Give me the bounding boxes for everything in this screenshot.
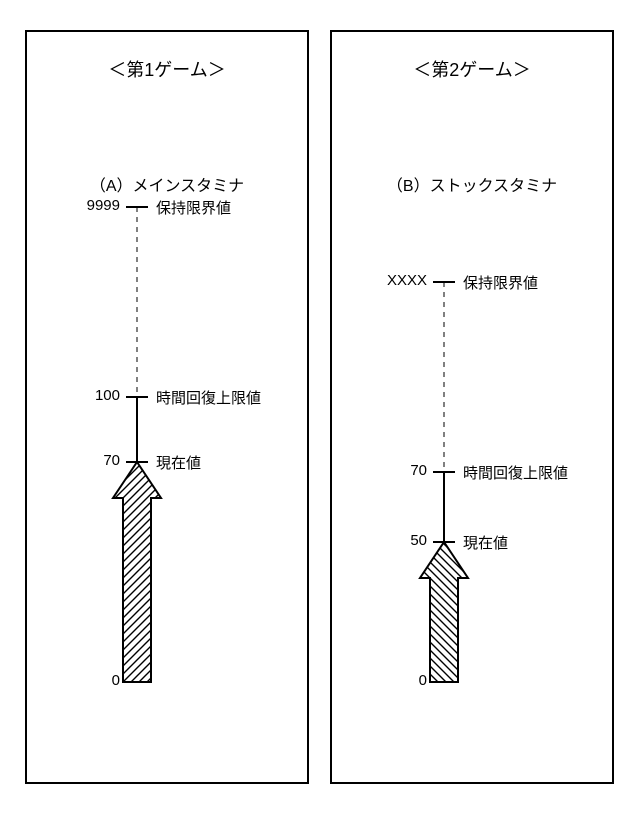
axis-value-max: 9999 <box>87 197 120 214</box>
axis-value-recover: 70 <box>410 462 427 479</box>
stamina-arrow-icon <box>418 542 470 684</box>
axis-segment-solid <box>443 472 445 542</box>
panel2-axis: XXXX保持限界値70時間回復上限値50現在値0 <box>332 32 612 782</box>
axis-tick-max <box>126 206 148 208</box>
axis-label-max: 保持限界値 <box>463 272 538 293</box>
panel1-axis: 9999保持限界値100時間回復上限値70現在値0 <box>27 32 307 782</box>
axis-value-max: XXXX <box>387 272 427 289</box>
axis-label-max: 保持限界値 <box>156 197 231 218</box>
axis-label-recover: 時間回復上限値 <box>463 462 568 483</box>
axis-value-recover: 100 <box>95 387 120 404</box>
axis-tick-recover <box>433 471 455 473</box>
axis-label-recover: 時間回復上限値 <box>156 387 261 408</box>
axis-segment-dashed <box>442 282 446 472</box>
panel-game2: ＜第2ゲーム＞ （B）ストックスタミナ XXXX保持限界値70時間回復上限値50… <box>330 30 614 784</box>
axis-tick-recover <box>126 396 148 398</box>
stamina-arrow-icon <box>111 462 163 684</box>
axis-segment-solid <box>136 397 138 462</box>
axis-segment-dashed <box>135 207 139 397</box>
panel-game1: ＜第1ゲーム＞ （A）メインスタミナ 9999保持限界値100時間回復上限値70… <box>25 30 309 784</box>
page-root: ＜第1ゲーム＞ （A）メインスタミナ 9999保持限界値100時間回復上限値70… <box>0 0 640 819</box>
axis-tick-max <box>433 281 455 283</box>
